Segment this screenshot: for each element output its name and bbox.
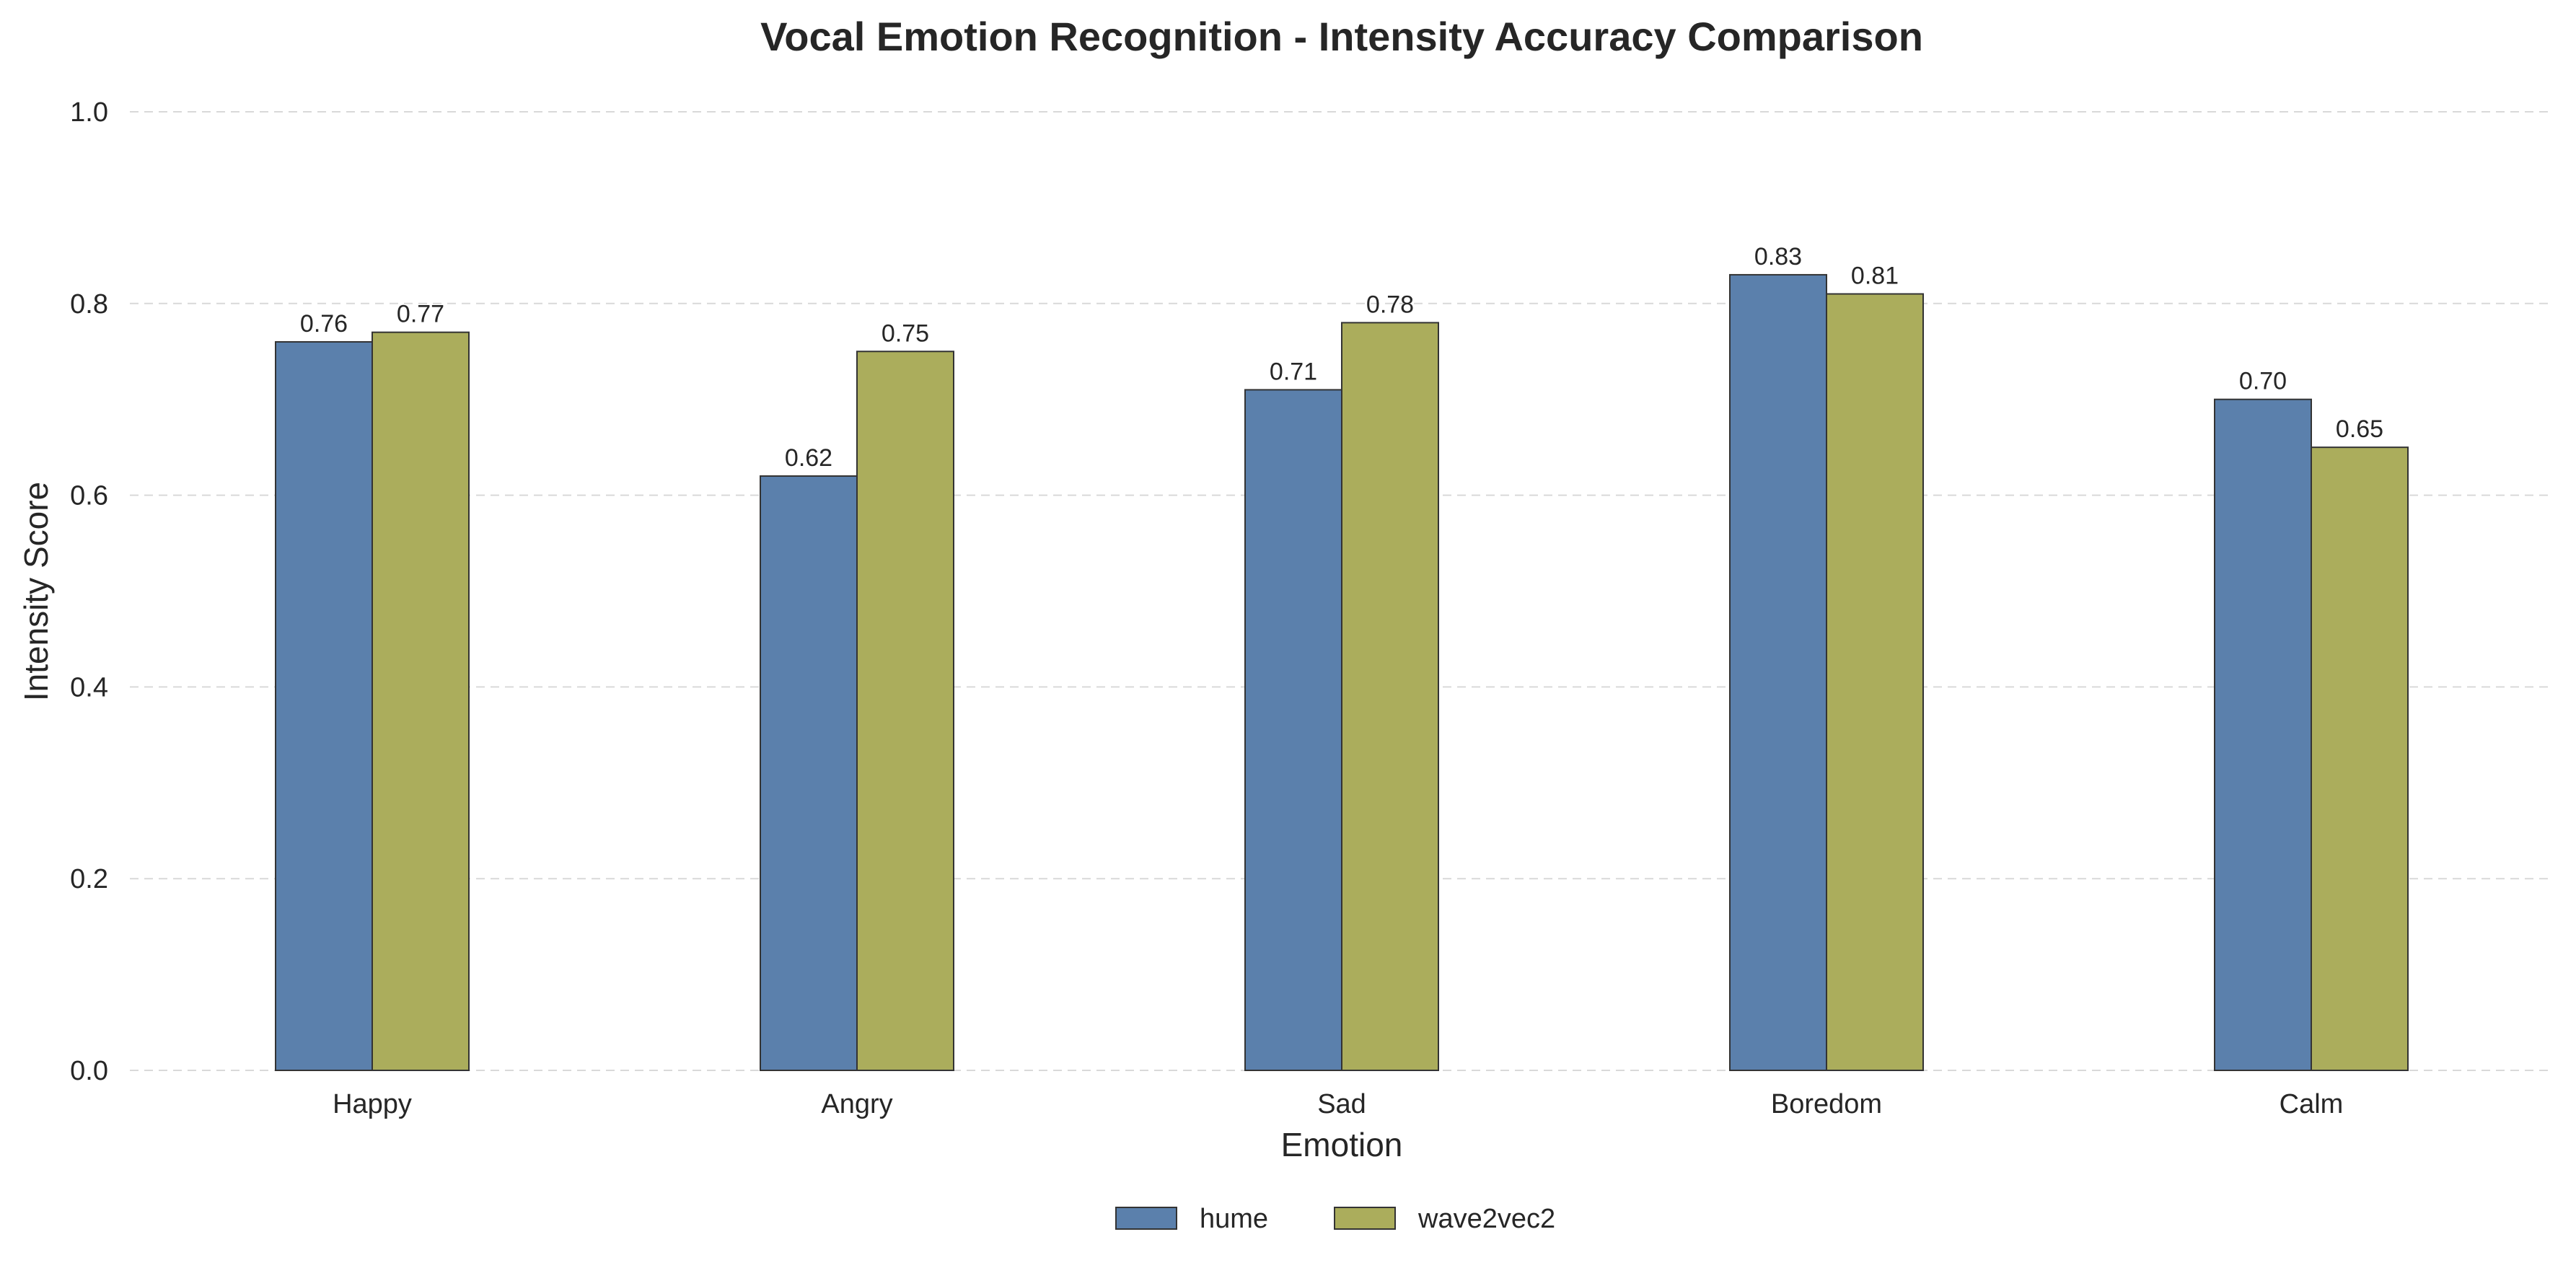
bar-value-label: 0.78	[1366, 291, 1414, 318]
chart-title: Vocal Emotion Recognition - Intensity Ac…	[760, 14, 1923, 59]
legend-swatch-wave2vec2	[1334, 1207, 1396, 1230]
y-tick-labels: 0.0 0.2 0.4 0.6 0.8 1.0	[70, 97, 108, 1086]
x-tick-label: Boredom	[1771, 1089, 1882, 1119]
legend-label-wave2vec2: wave2vec2	[1417, 1204, 1555, 1234]
bar-wave2vec2-calm	[2311, 446, 2409, 1071]
x-axis-label: Emotion	[1281, 1126, 1403, 1163]
bar-value-label: 0.70	[2239, 368, 2287, 395]
bar-value-label: 0.65	[2336, 415, 2383, 443]
bar-hume-happy	[275, 340, 373, 1071]
bar-wave2vec2-sad	[1341, 322, 1439, 1071]
bar-wave2vec2-boredom	[1826, 293, 1924, 1071]
bar-hume-angry	[760, 475, 858, 1071]
bar-value-label: 0.62	[785, 444, 832, 472]
y-axis-label: Intensity Score	[17, 482, 55, 701]
x-tick-label: Happy	[333, 1089, 412, 1119]
x-tick-label: Calm	[2280, 1089, 2344, 1119]
bar-value-label: 0.76	[300, 310, 348, 338]
bar-wave2vec2-angry	[856, 351, 954, 1071]
bar-value-label: 0.77	[397, 301, 444, 328]
legend: hume wave2vec2	[1115, 1204, 1555, 1234]
bar-hume-calm	[2214, 398, 2312, 1071]
bar-value-label: 0.81	[1851, 263, 1899, 290]
legend-swatch-hume	[1115, 1207, 1177, 1230]
y-tick-label: 0.0	[70, 1056, 108, 1086]
y-tick-label: 0.6	[70, 481, 108, 511]
y-tick-label: 1.0	[70, 97, 108, 128]
bar-value-label: 0.75	[882, 320, 929, 347]
x-tick-labels: Happy Angry Sad Boredom Calm	[333, 1089, 2343, 1119]
bar-value-label: 0.71	[1270, 358, 1317, 385]
y-tick-label: 0.4	[70, 672, 108, 703]
x-tick-label: Angry	[821, 1089, 892, 1119]
x-tick-label: Sad	[1317, 1089, 1366, 1119]
y-tick-label: 0.2	[70, 864, 108, 894]
bar-value-label: 0.83	[1754, 243, 1802, 270]
bar-wave2vec2-happy	[372, 331, 470, 1072]
bar-hume-sad	[1244, 389, 1342, 1071]
legend-label-hume: hume	[1200, 1204, 1268, 1234]
y-tick-label: 0.8	[70, 289, 108, 320]
bars: 0.76 0.77 0.62 0.75 0.71 0.78 0.83 0.81 0.70 0.65	[275, 243, 2409, 1072]
bar-hume-boredom	[1729, 273, 1827, 1071]
